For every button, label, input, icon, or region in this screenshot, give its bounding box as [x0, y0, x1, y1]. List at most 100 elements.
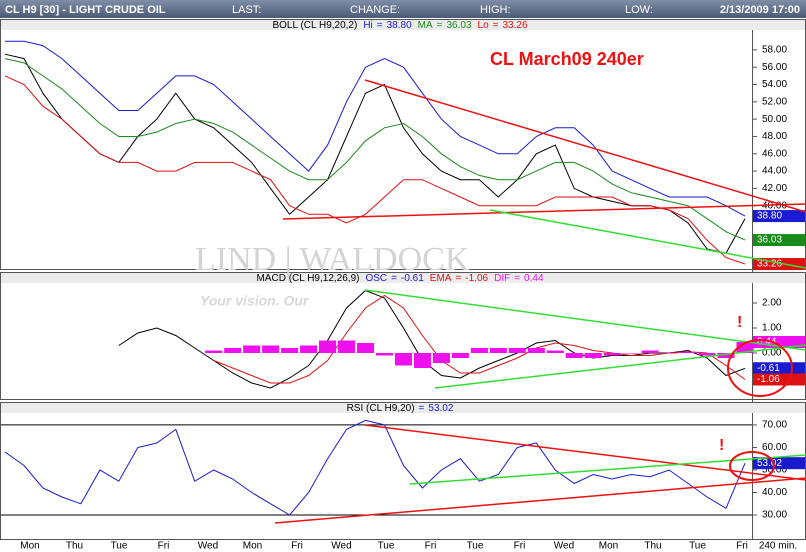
field: LOW:	[625, 4, 653, 16]
legend-name: Hi	[363, 20, 372, 31]
x-tick-label: Fri	[158, 541, 170, 552]
x-tick-label: Fri	[291, 541, 303, 552]
y-tick-label: 70.00	[762, 420, 787, 431]
histogram-bar	[281, 348, 299, 353]
field: HIGH:	[480, 4, 511, 16]
legend-value: 33.26	[503, 20, 528, 31]
equals: =	[391, 273, 397, 284]
field: CHANGE:	[350, 4, 400, 16]
x-tick-label: Thu	[66, 541, 83, 552]
histogram-bar	[736, 342, 754, 353]
histogram-bar	[546, 350, 564, 353]
histogram-bar	[622, 353, 640, 354]
y-tick-label: 40.00	[762, 200, 787, 211]
y-tick-label: 50.00	[762, 114, 787, 125]
y-tick-label: 48.00	[762, 131, 787, 142]
histogram-bar	[205, 350, 223, 353]
annotation: !	[719, 437, 724, 454]
x-tick-label: Tue	[378, 541, 395, 552]
histogram-bar	[356, 343, 375, 353]
legend-name: OSC	[365, 273, 387, 284]
series-line	[213, 294, 746, 384]
histogram-bar	[584, 353, 602, 358]
legend-value: -1.06	[465, 273, 488, 284]
histogram-bar	[603, 353, 621, 356]
readout-box	[753, 234, 805, 247]
series-line	[4, 58, 746, 241]
title-text: BOLL (CL H9,20,2)	[272, 20, 357, 31]
y-tick-label: 56.00	[762, 62, 787, 73]
x-tick-label: Mon	[20, 541, 39, 552]
legend-value: 0.44	[524, 273, 544, 284]
y-tick-label: 30.00	[762, 510, 787, 521]
equals: =	[419, 403, 425, 414]
y-tick-label: 58.00	[762, 45, 787, 56]
x-tick-label: Mon	[243, 541, 262, 552]
x-unit: 240 min.	[759, 541, 797, 552]
readout-label: 53.02	[757, 458, 782, 469]
symbol: CL H9 [30] - LIGHT CRUDE OIL	[5, 4, 166, 16]
legend-name: Lo	[478, 20, 490, 31]
readout-label: 38.80	[757, 211, 782, 222]
panel-title: RSI (CL H9,20) = 53.02	[347, 403, 454, 414]
histogram-bar	[451, 353, 469, 358]
y-tick-label: 54.00	[762, 79, 787, 90]
series-line	[5, 40, 746, 217]
x-tick-label: Wed	[554, 541, 574, 552]
histogram-bar	[527, 348, 545, 353]
y-tick-label: 46.00	[762, 148, 787, 159]
x-tick-label: Mon	[599, 541, 618, 552]
x-tick-label: Tue	[467, 541, 484, 552]
y-tick-label: 42.00	[762, 183, 787, 194]
histogram-bar	[470, 348, 488, 353]
data-layer: Mon Thu Tue Fri Wed Mon Fri Wed Tue Fri Tue Fri Wed M…	[1, 20, 805, 552]
histogram-bar	[243, 345, 261, 353]
readout-label: 0.44	[757, 337, 777, 348]
title-text: MACD (CL H9,12,26,9)	[256, 273, 359, 284]
histogram-bar	[717, 353, 735, 358]
readout-label: 33.26	[757, 259, 782, 270]
equals: =	[437, 20, 443, 31]
readout-label: -0.61	[757, 363, 780, 374]
datetime: 2/13/2009 17:00	[720, 4, 800, 16]
y-tick-label: 1.00	[762, 323, 782, 334]
legend-value: 36.03	[447, 20, 472, 31]
histogram-bar	[375, 353, 394, 356]
legend-name: DIF	[494, 273, 510, 284]
equals: =	[377, 20, 383, 31]
x-tick-label: Fri	[425, 541, 437, 552]
y-tick-label: 40.00	[762, 487, 787, 498]
histogram-bar	[394, 353, 412, 366]
field: LAST:	[232, 4, 261, 16]
panel-title: BOLL (CL H9,20,2) Hi = 38.80 MA = 36.03 Lo = 33.2…	[272, 20, 527, 31]
readout-label: 36.03	[757, 235, 782, 246]
histogram-bar	[338, 340, 356, 353]
title-strips	[1, 20, 805, 413]
series-line	[4, 75, 746, 265]
x-tick-label: Tue	[689, 541, 706, 552]
series-line	[4, 53, 746, 254]
x-tick-label: Fri	[514, 541, 526, 552]
histogram-bar	[679, 351, 697, 353]
watermark: Your vision. Our	[200, 293, 310, 309]
y-tick-label: 60.00	[762, 442, 787, 453]
equals: =	[493, 20, 499, 31]
y-tick-label: 2.00	[762, 298, 782, 309]
histogram-bar	[565, 353, 583, 358]
histogram-bar	[224, 348, 242, 353]
x-tick-label: Wed	[331, 541, 351, 552]
y-tick-label: 0.00	[762, 348, 782, 359]
x-tick-label: Wed	[198, 541, 218, 552]
histogram-bar	[508, 348, 526, 353]
equals: =	[455, 273, 461, 284]
legend-value: 53.02	[428, 403, 453, 414]
histogram-bar	[262, 345, 280, 353]
readout-box	[753, 210, 805, 223]
histogram-bar	[300, 345, 318, 353]
title-text: RSI (CL H9,20)	[347, 403, 415, 414]
x-tick-label: Thu	[644, 541, 661, 552]
histogram-bar	[432, 353, 450, 363]
readout-box	[753, 457, 805, 470]
annotation: !	[737, 314, 742, 331]
watermark: LIND | WALDOCK	[195, 241, 470, 278]
